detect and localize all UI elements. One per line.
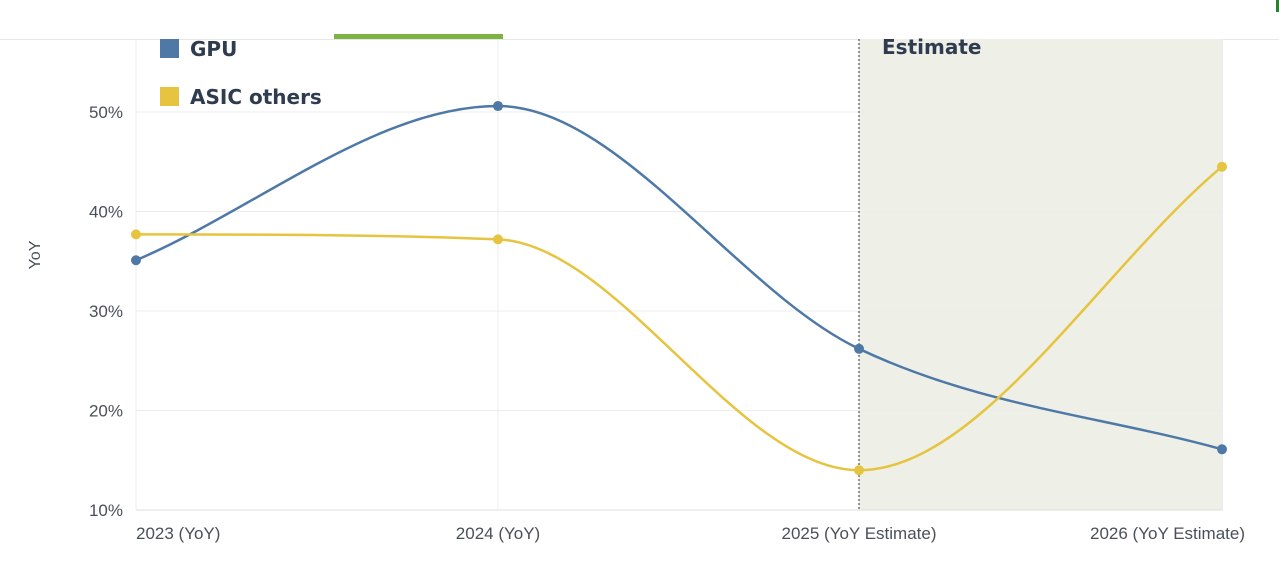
x-axis-ticks: 2023 (YoY) 2024 (YoY) 2025 (YoY Estimate) 2… bbox=[136, 524, 1245, 543]
data-point-asic-others[interactable] bbox=[854, 465, 864, 476]
edge-indicator bbox=[1276, 0, 1279, 12]
active-tab-indicator bbox=[334, 34, 503, 39]
x-tick-label: 2025 (YoY Estimate) bbox=[782, 524, 937, 543]
series-line-gpu bbox=[135, 104, 1223, 451]
estimate-label: Estimate bbox=[882, 35, 981, 59]
y-axis-title: YoY bbox=[27, 240, 44, 269]
y-tick-label: 30% bbox=[89, 302, 123, 321]
series-group bbox=[131, 101, 1227, 476]
legend-swatch-asic-others bbox=[160, 87, 179, 106]
y-tick-label: 50% bbox=[89, 103, 123, 122]
data-point-gpu[interactable] bbox=[131, 255, 141, 266]
data-point-gpu[interactable] bbox=[1217, 444, 1227, 455]
legend-label-asic-others[interactable]: ASIC others bbox=[190, 85, 322, 109]
data-point-asic-others[interactable] bbox=[131, 229, 141, 240]
data-point-gpu[interactable] bbox=[854, 343, 864, 354]
x-tick-label: 2024 (YoY) bbox=[456, 524, 540, 543]
data-point-gpu[interactable] bbox=[493, 101, 503, 112]
series-line-asic-others bbox=[135, 165, 1223, 472]
y-tick-label: 10% bbox=[89, 501, 123, 520]
top-bar bbox=[0, 0, 1279, 40]
legend: GPU ASIC others bbox=[160, 37, 322, 109]
data-point-asic-others[interactable] bbox=[493, 234, 503, 245]
y-tick-label: 40% bbox=[89, 203, 123, 222]
y-axis-ticks: 10% 20% 30% 40% 50% bbox=[89, 103, 123, 520]
estimate-region bbox=[859, 39, 1223, 510]
x-tick-label: 2026 (YoY Estimate) bbox=[1090, 524, 1245, 543]
legend-label-gpu[interactable]: GPU bbox=[190, 37, 237, 61]
data-point-asic-others[interactable] bbox=[1217, 161, 1227, 172]
legend-swatch-gpu bbox=[160, 39, 179, 58]
x-tick-label: 2023 (YoY) bbox=[136, 524, 220, 543]
y-tick-label: 20% bbox=[89, 402, 123, 421]
gridlines bbox=[135, 39, 1223, 511]
